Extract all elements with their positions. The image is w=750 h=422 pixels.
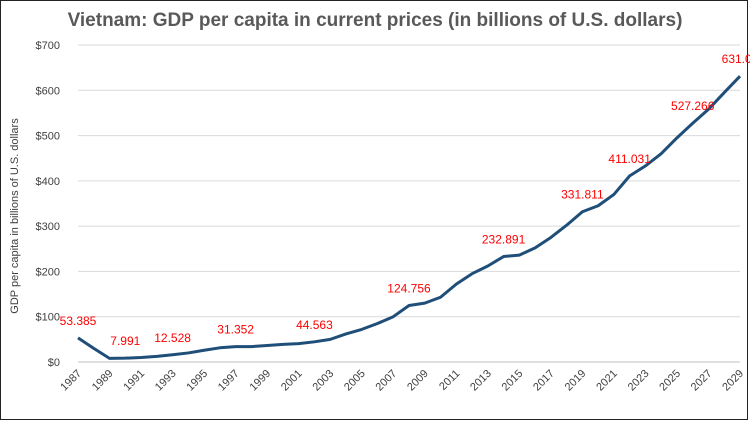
- x-tick-label: 2007: [374, 368, 400, 394]
- y-tick-label: $0: [48, 357, 60, 369]
- y-tick-label: $500: [36, 131, 60, 143]
- y-tick-label: $700: [36, 40, 60, 52]
- x-tick-label: 1995: [184, 368, 210, 394]
- data-label: 7.991: [110, 334, 140, 348]
- x-tick-label: 1999: [247, 368, 273, 394]
- y-tick-label: $300: [36, 221, 60, 233]
- data-label: 527.266: [671, 99, 715, 113]
- x-tick-label: 2025: [657, 368, 683, 394]
- data-label: 44.563: [296, 318, 333, 332]
- x-tick-label: 1997: [216, 368, 242, 394]
- y-tick-label: $200: [36, 266, 60, 278]
- x-tick-label: 2021: [594, 368, 620, 394]
- x-tick-label: 2011: [437, 368, 462, 393]
- data-label: 31.352: [217, 323, 254, 337]
- x-tick-label: 2001: [279, 368, 305, 394]
- chart-title: Vietnam: GDP per capita in current price…: [67, 10, 683, 31]
- x-tick-label: 2029: [720, 368, 746, 394]
- series-line: [77, 75, 742, 360]
- data-label: 232.891: [482, 233, 526, 247]
- y-tick-label: $600: [36, 85, 60, 97]
- data-label: 53.385: [60, 314, 97, 328]
- x-tick-label: 2019: [563, 368, 589, 394]
- x-tick-label: 1993: [153, 368, 179, 394]
- x-tick-label: 2005: [342, 368, 368, 394]
- x-tick-label: 2015: [500, 368, 526, 394]
- x-tick-label: 2003: [311, 368, 337, 394]
- data-label: 411.031: [608, 152, 651, 166]
- data-label: 331.811: [561, 188, 604, 202]
- x-tick-label: 2013: [468, 368, 494, 394]
- x-tick-label: 2023: [626, 368, 652, 394]
- y-tick-label: $100: [36, 312, 60, 324]
- x-tick-label: 2017: [531, 368, 557, 394]
- x-tick-label: 2027: [689, 368, 715, 394]
- x-tick-label: 2009: [405, 368, 431, 394]
- data-label: 124.756: [387, 282, 431, 296]
- data-label: 12.528: [154, 331, 191, 345]
- x-tick-label: 1991: [121, 368, 147, 394]
- data-label: 631.08: [722, 52, 750, 66]
- x-tick-label: 1989: [90, 368, 116, 394]
- x-tick-label: 1987: [58, 368, 84, 394]
- y-tick-label: $400: [36, 176, 60, 188]
